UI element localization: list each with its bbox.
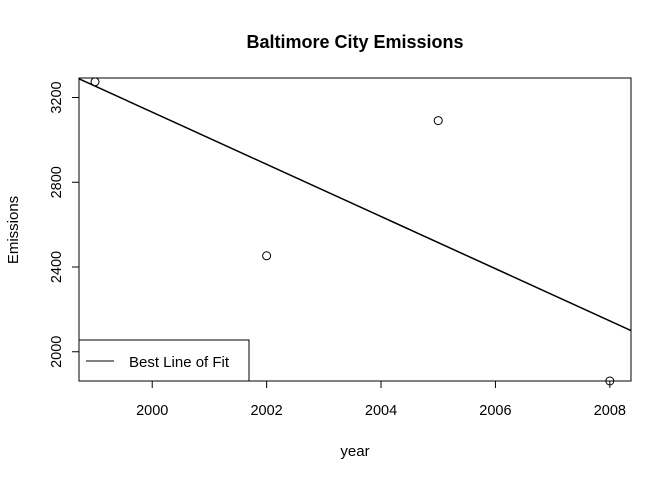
y-axis: 2000 2400 2800 3200 bbox=[49, 81, 79, 368]
x-tick-label: 2008 bbox=[594, 403, 626, 419]
chart-title: Baltimore City Emissions bbox=[246, 32, 463, 52]
plot-frame bbox=[78, 77, 632, 382]
x-tick-label: 2004 bbox=[365, 403, 397, 419]
x-tick-label: 2000 bbox=[136, 403, 168, 419]
data-point bbox=[262, 251, 272, 261]
data-point bbox=[605, 376, 615, 386]
y-tick-label: 2400 bbox=[49, 251, 65, 283]
y-axis-label: Emissions bbox=[5, 196, 22, 264]
plot-area bbox=[79, 78, 631, 332]
legend: Best Line of Fit bbox=[78, 339, 250, 382]
x-tick-label: 2006 bbox=[479, 403, 511, 419]
x-axis: 2000 2002 2004 2006 2008 bbox=[136, 381, 626, 419]
y-tick-label: 3200 bbox=[49, 81, 65, 113]
y-tick-label: 2800 bbox=[49, 166, 65, 198]
x-axis-label: year bbox=[340, 443, 369, 460]
data-point bbox=[90, 77, 100, 87]
best-fit-line bbox=[79, 78, 631, 332]
legend-box bbox=[78, 339, 250, 382]
y-tick-label: 2000 bbox=[49, 336, 65, 368]
legend-label: Best Line of Fit bbox=[129, 354, 230, 371]
data-points bbox=[90, 77, 615, 386]
x-tick-label: 2002 bbox=[250, 403, 282, 419]
data-point bbox=[433, 116, 443, 126]
